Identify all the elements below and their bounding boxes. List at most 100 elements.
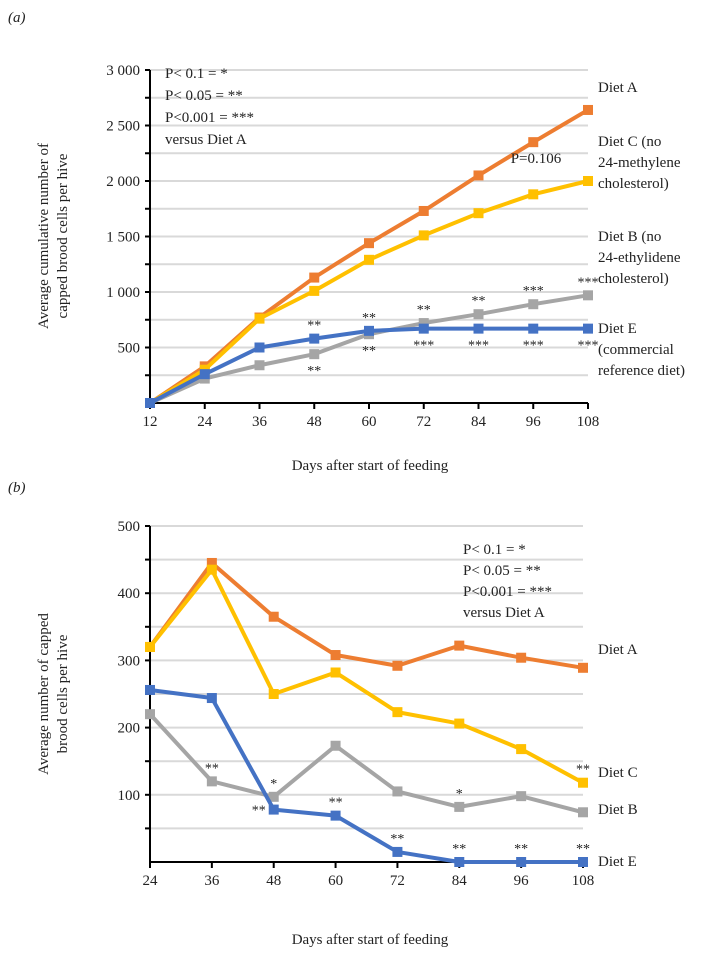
series-label: cholesterol): [598, 271, 669, 287]
series-diet-b: Diet B (no 24-ethylidene cholesterol): [145, 229, 681, 408]
data-point: [418, 323, 429, 334]
x-axis-title: Days after start of feeding: [292, 932, 449, 948]
significance-marker: **: [307, 364, 321, 379]
significance-marker: **: [362, 344, 376, 359]
significance-note: P< 0.05 = **: [165, 88, 243, 104]
significance-marker: **: [417, 303, 431, 318]
series-line: [148, 712, 584, 815]
significance-note: P<0.001 = ***: [165, 110, 254, 126]
series-line: [148, 560, 584, 670]
data-point: [516, 652, 527, 663]
significance-marker: *: [456, 787, 463, 802]
x-tick-label: 48: [266, 873, 281, 889]
data-point: [309, 272, 320, 283]
y-axis-title: Average number of capped brood cells per …: [36, 613, 71, 775]
data-point: [145, 641, 155, 652]
y-tick-label: 200: [118, 721, 141, 737]
x-tick-label: 96: [526, 414, 542, 430]
data-point: [254, 313, 265, 324]
data-point: [309, 349, 320, 360]
series-label: (commercial: [598, 342, 674, 358]
y-axis-title-line: brood cells per hive: [55, 634, 71, 753]
x-tick-label: 60: [328, 873, 343, 889]
significance-note: P< 0.1 = *: [165, 66, 228, 82]
y-tick-label: 2 500: [106, 119, 140, 135]
series-label: Diet E: [598, 321, 637, 337]
series-label: reference diet): [598, 363, 685, 379]
x-tick-label: 60: [362, 414, 377, 430]
data-point: [578, 662, 588, 673]
data-point: [528, 299, 539, 310]
data-point: [392, 786, 403, 797]
series-label: Diet B: [598, 802, 638, 818]
series-label: cholesterol): [598, 176, 669, 192]
data-point: [268, 791, 279, 802]
data-point: [516, 744, 527, 755]
x-tick-label: 96: [514, 873, 530, 889]
data-point: [254, 342, 265, 353]
x-tick-label: 12: [143, 414, 158, 430]
y-tick-label: 300: [118, 653, 141, 669]
data-point: [330, 740, 341, 751]
data-point: [528, 137, 539, 148]
series-label: Diet A: [598, 80, 638, 96]
series-label: Diet C (no: [598, 134, 661, 150]
significance-marker: ***: [523, 339, 544, 354]
series-line: [148, 567, 584, 785]
data-point: [254, 360, 265, 371]
data-point: [454, 718, 465, 729]
y-axis-title-line: Average number of capped: [36, 613, 52, 775]
significance-marker: **: [472, 294, 486, 309]
data-point: [583, 104, 593, 115]
series-diet-c: Diet C: [145, 564, 638, 788]
x-tick-label: 24: [143, 873, 159, 889]
data-point: [392, 846, 403, 857]
significance-marker: **: [329, 796, 343, 811]
series-diet-a: Diet A: [145, 557, 638, 673]
series-label: Diet B (no: [598, 229, 661, 245]
x-tick-label: 48: [307, 414, 322, 430]
series-label: Diet C: [598, 765, 638, 781]
data-point: [473, 208, 484, 219]
y-tick-label: 1 500: [106, 230, 140, 246]
significance-note: versus Diet A: [165, 132, 247, 148]
significance-marker: **: [252, 804, 266, 819]
series-label: Diet A: [598, 642, 638, 658]
significance-marker: **: [576, 763, 590, 778]
x-tick-label: 84: [471, 414, 487, 430]
significance-marker: **: [514, 842, 528, 857]
x-tick-label: 108: [572, 873, 595, 889]
series-diet-e: Diet E (commercial reference diet): [145, 321, 685, 408]
data-point: [206, 557, 217, 568]
data-point: [330, 810, 341, 821]
significance-marker: ***: [578, 275, 599, 290]
x-tick-label: 108: [577, 414, 600, 430]
data-point: [145, 709, 155, 720]
x-tick-label: 24: [197, 414, 213, 430]
chart-panel-b: (b) 100 200 300 400 500 24 36 48 60 72 84 96 108 Avera…: [8, 480, 638, 948]
data-point: [364, 238, 374, 249]
significance-marker: **: [205, 761, 219, 776]
data-point: [268, 804, 279, 815]
data-point: [583, 290, 593, 301]
x-tick-label: 36: [204, 873, 220, 889]
significance-note: P<0.001 = ***: [463, 584, 552, 600]
data-point: [268, 611, 279, 622]
data-point: [418, 205, 429, 216]
series-diet-c: Diet C (no 24-methylene cholesterol): [145, 134, 681, 408]
significance-note: P< 0.05 = **: [463, 563, 541, 579]
panel-label: (b): [8, 480, 26, 496]
data-point: [199, 369, 210, 380]
significance-marker: ***: [413, 339, 434, 354]
data-point: [392, 707, 403, 718]
significance-note: P< 0.1 = *: [463, 542, 526, 558]
data-point: [418, 230, 429, 241]
data-point: [330, 667, 341, 678]
data-point: [309, 285, 320, 296]
data-point: [268, 689, 279, 699]
y-tick-label: 2 000: [106, 174, 140, 190]
series-label: 24-methylene: [598, 155, 681, 171]
x-tick-label: 72: [416, 414, 431, 430]
x-tick-label: 72: [390, 873, 405, 889]
p-value-label: P=0.106: [511, 151, 562, 167]
